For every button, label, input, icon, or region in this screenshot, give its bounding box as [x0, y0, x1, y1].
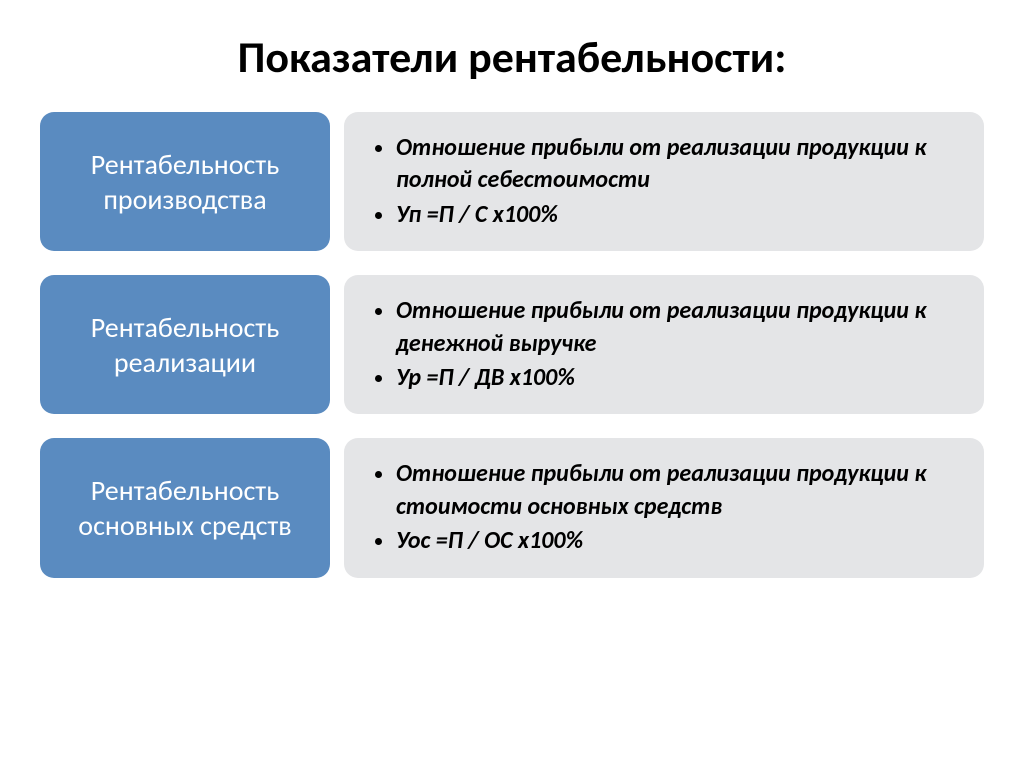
page-title: Показатели рентабельности: — [40, 30, 984, 84]
row-2-label: Рентабельность реализации — [40, 275, 330, 414]
row-3-bullets: Отношение прибыли от реализации продукци… — [368, 456, 960, 559]
row-3-desc: Отношение прибыли от реализации продукци… — [344, 438, 984, 577]
row-3: Рентабельность основных средств Отношени… — [40, 438, 984, 577]
row-3-bullet-2: Уос =П / ОС х100% — [396, 525, 960, 557]
row-1-bullet-1: Отношение прибыли от реализации продукци… — [396, 132, 960, 197]
row-3-label: Рентабельность основных средств — [40, 438, 330, 577]
row-1: Рентабельность производства Отношение пр… — [40, 112, 984, 251]
row-2-bullet-2: Ур =П / ДВ х100% — [396, 362, 960, 394]
row-3-bullet-1: Отношение прибыли от реализации продукци… — [396, 458, 960, 523]
row-1-bullets: Отношение прибыли от реализации продукци… — [368, 130, 960, 233]
row-2-bullets: Отношение прибыли от реализации продукци… — [368, 293, 960, 396]
row-1-label: Рентабельность производства — [40, 112, 330, 251]
row-2-bullet-1: Отношение прибыли от реализации продукци… — [396, 295, 960, 360]
row-2: Рентабельность реализации Отношение приб… — [40, 275, 984, 414]
row-1-bullet-2: Уп =П / С х100% — [396, 199, 960, 231]
rows-container: Рентабельность производства Отношение пр… — [40, 112, 984, 578]
row-1-desc: Отношение прибыли от реализации продукци… — [344, 112, 984, 251]
row-2-desc: Отношение прибыли от реализации продукци… — [344, 275, 984, 414]
